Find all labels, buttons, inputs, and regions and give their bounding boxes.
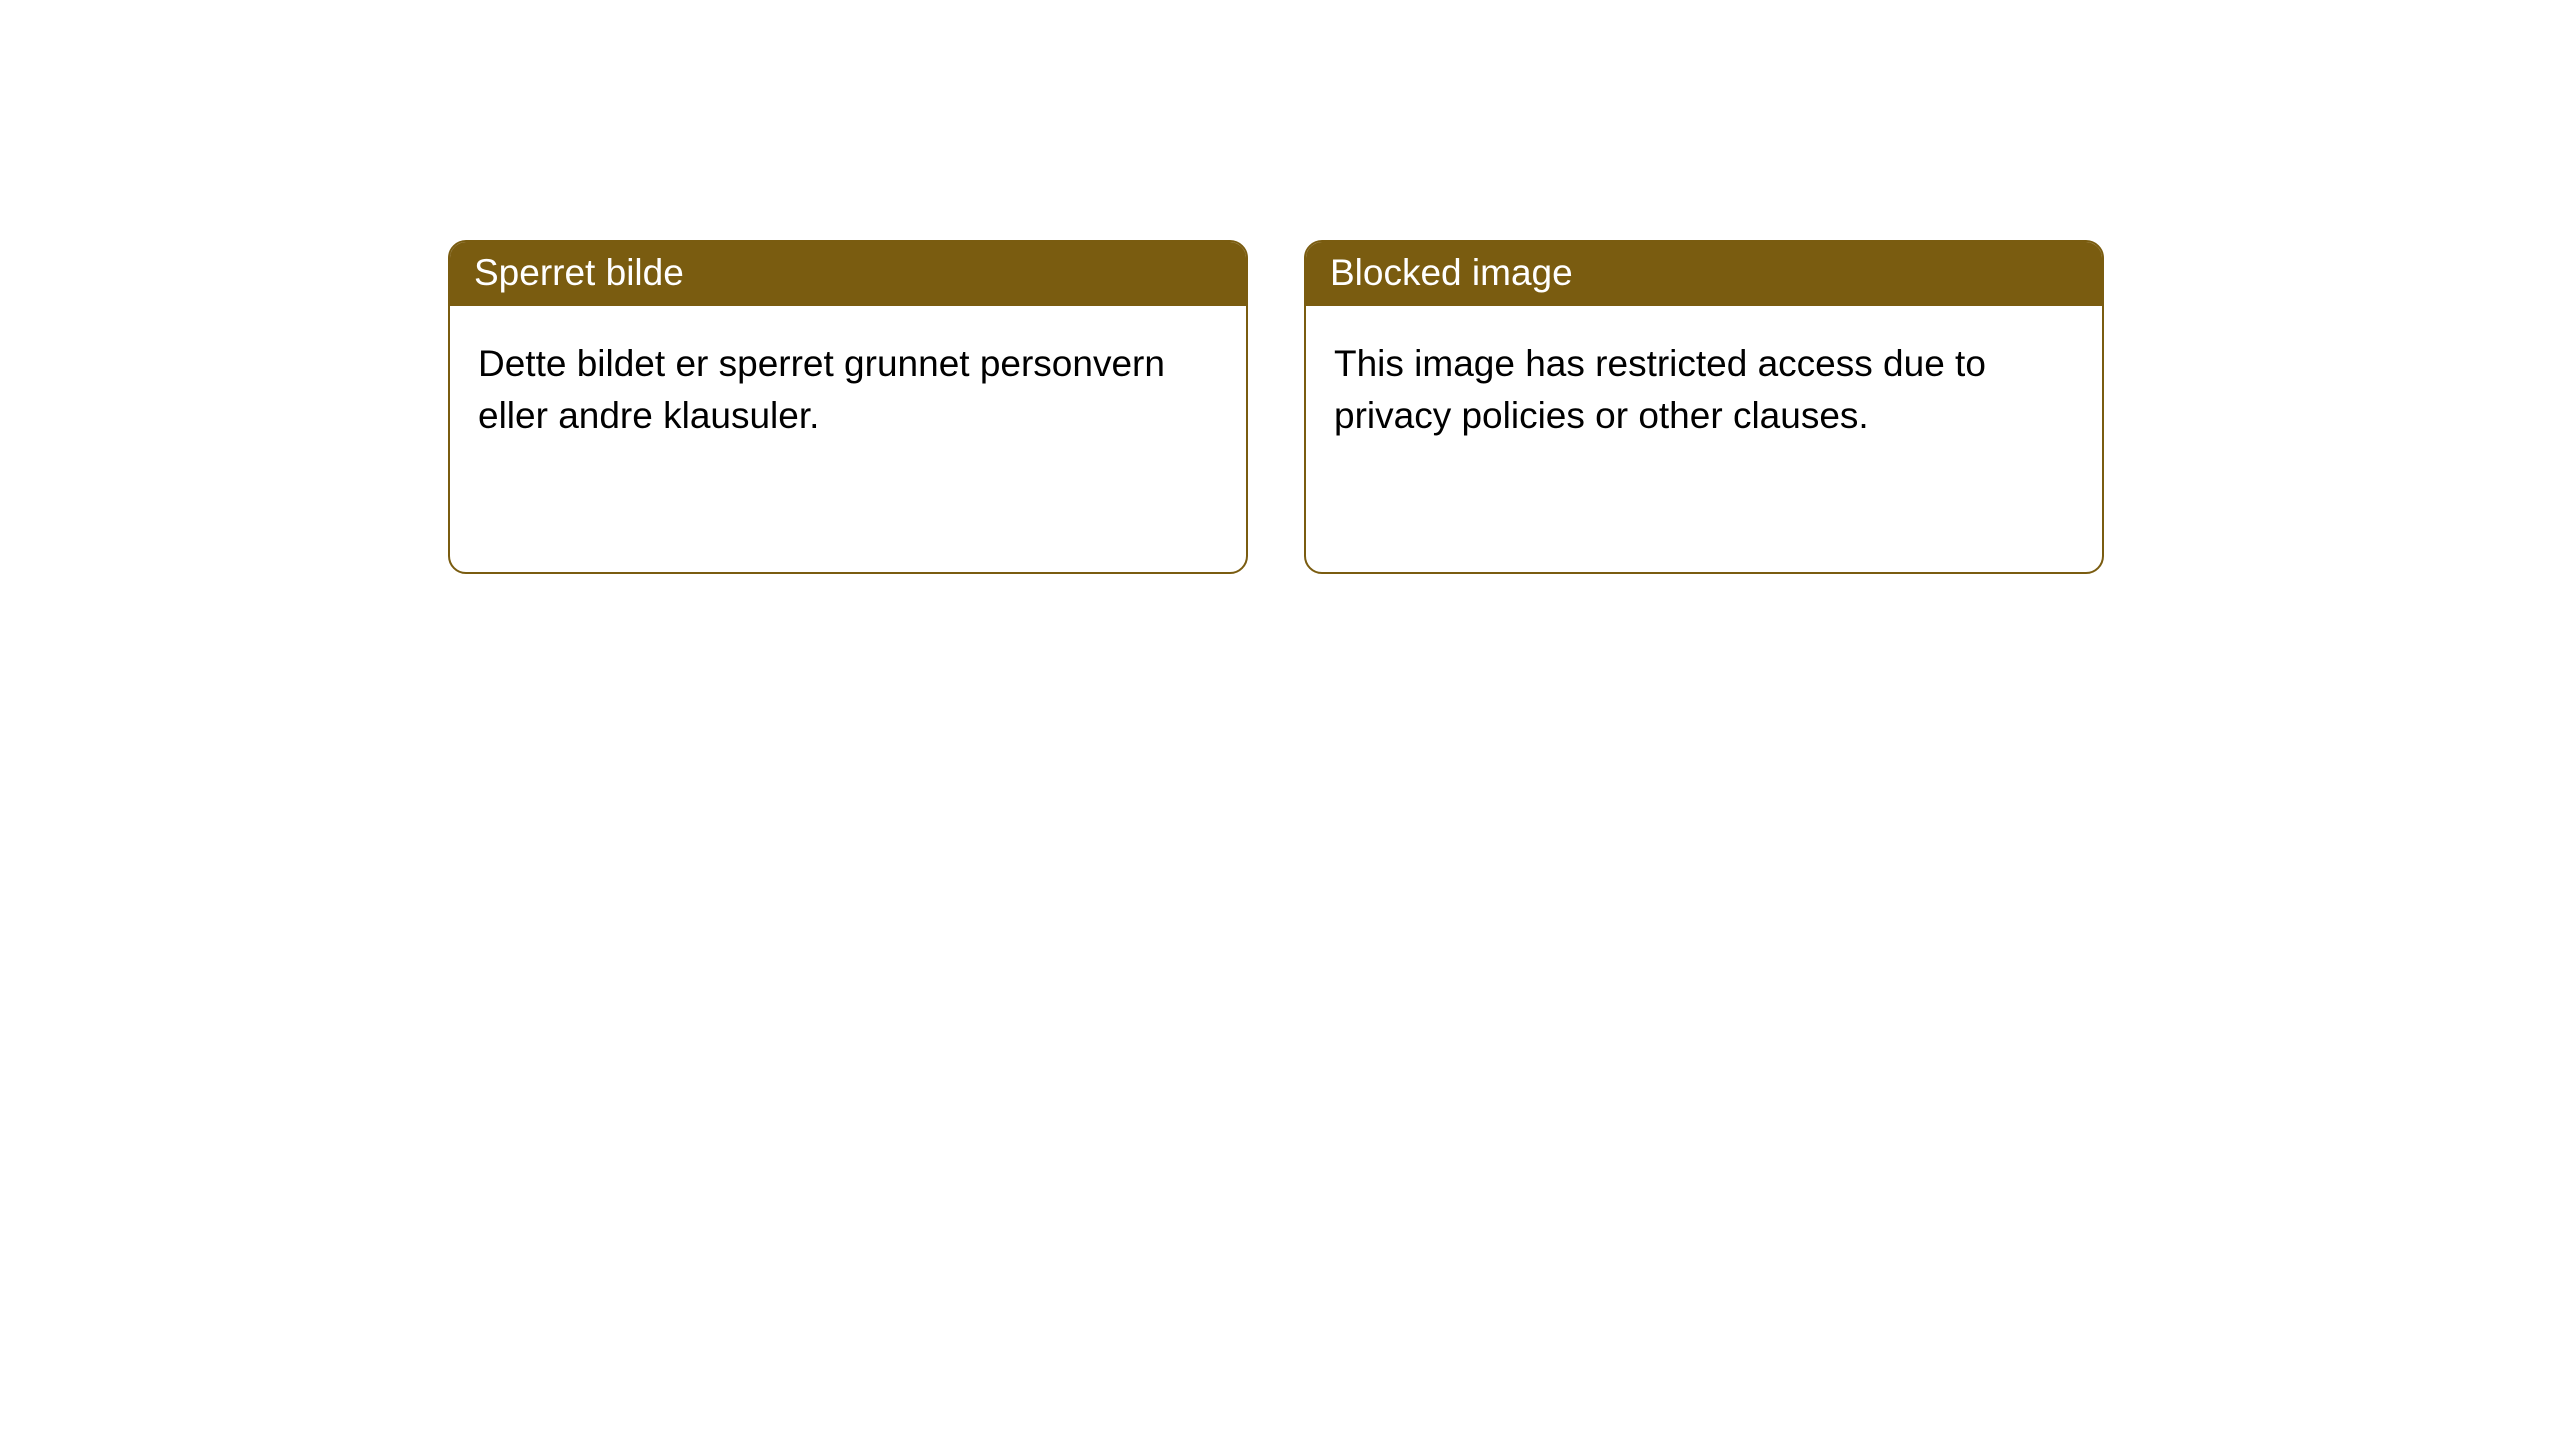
notice-header-english: Blocked image (1306, 242, 2102, 306)
notice-header-norwegian: Sperret bilde (450, 242, 1246, 306)
notice-container: Sperret bilde Dette bildet er sperret gr… (0, 0, 2560, 574)
notice-body-norwegian: Dette bildet er sperret grunnet personve… (450, 306, 1246, 474)
notice-box-english: Blocked image This image has restricted … (1304, 240, 2104, 574)
notice-body-english: This image has restricted access due to … (1306, 306, 2102, 474)
notice-box-norwegian: Sperret bilde Dette bildet er sperret gr… (448, 240, 1248, 574)
